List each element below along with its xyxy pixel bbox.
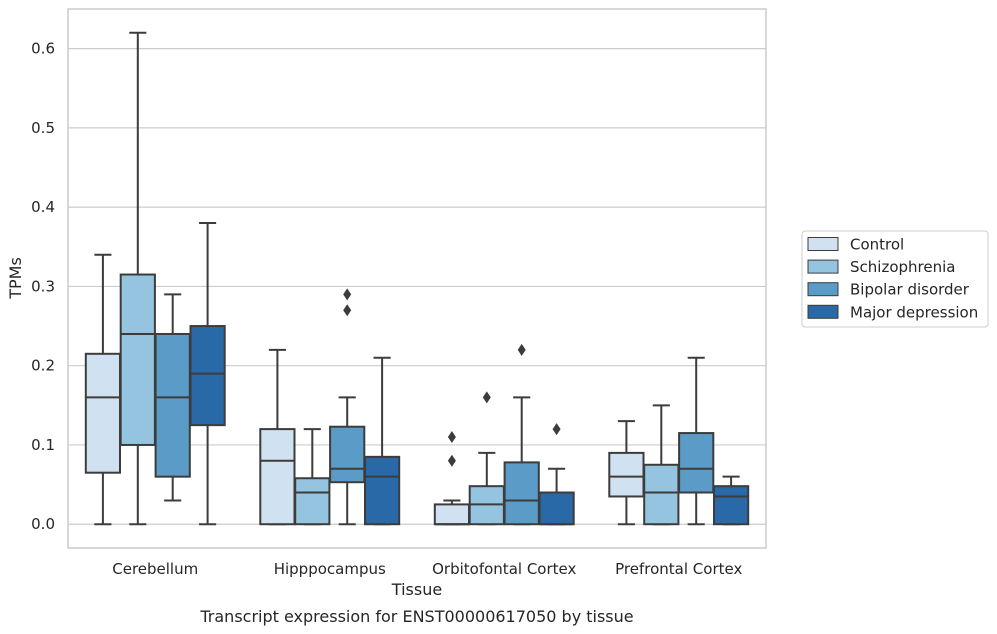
boxes <box>84 31 750 526</box>
iqr-box <box>294 477 331 526</box>
iqr-box <box>329 425 366 484</box>
outlier-point <box>517 343 526 356</box>
plot-frame <box>67 8 767 549</box>
x-tick-label: Orbitofontal Cortex <box>432 560 576 578</box>
outlier-point <box>447 431 456 444</box>
box-bipolar-disorder <box>678 356 715 526</box>
y-tick-label: 0.5 <box>31 119 55 137</box>
iqr-box <box>678 432 715 494</box>
box-bipolar-disorder <box>503 343 540 526</box>
x-tick-label: Hipppocampus <box>274 560 386 578</box>
x-tick-labels: Cerebellum Hipppocampus Orbitofontal Corte… <box>112 560 742 578</box>
iqr-box <box>259 428 296 526</box>
legend-swatch <box>807 259 839 274</box>
iqr-box <box>189 325 226 427</box>
iqr-box <box>84 352 122 474</box>
y-tick-label: 0.4 <box>31 198 55 216</box>
x-tick-label: Prefrontal Cortex <box>615 560 742 578</box>
y-tick-label: 0.6 <box>31 40 55 58</box>
box-schizophrenia <box>643 404 680 526</box>
outlier-point <box>482 391 491 404</box>
chart-caption: Transcript expression for ENST0000061705… <box>199 607 633 626</box>
iqr-box <box>538 491 575 526</box>
outlier-point <box>343 304 352 317</box>
outlier-point <box>447 454 456 467</box>
legend-label: Schizophrenia <box>850 258 955 276</box>
legend-label: Major depression <box>850 303 978 321</box>
iqr-box <box>433 503 471 526</box>
y-axis-title: TPMs <box>6 257 25 300</box>
legend: Control Schizophrenia Bipolar disorder Majo… <box>801 230 989 328</box>
box-control <box>433 431 471 526</box>
iqr-box <box>608 451 645 498</box>
y-tick-labels: 0.0 0.1 0.2 0.3 0.4 0.5 0.6 <box>31 40 55 534</box>
y-tick-label: 0.0 <box>31 515 55 533</box>
iqr-box <box>503 461 540 526</box>
box-schizophrenia <box>468 391 505 526</box>
y-tick-label: 0.1 <box>31 436 55 454</box>
iqr-box <box>712 485 750 526</box>
box-control <box>608 420 645 526</box>
legend-swatch <box>807 304 839 319</box>
box-major-depression <box>538 423 575 526</box>
box-major-depression <box>189 222 226 526</box>
legend-swatch <box>807 282 839 297</box>
legend-label: Bipolar disorder <box>850 281 970 299</box>
y-tick-label: 0.2 <box>31 357 55 375</box>
box-control <box>259 348 296 526</box>
outlier-point <box>343 288 352 301</box>
iqr-box <box>119 273 156 446</box>
box-bipolar-disorder <box>154 293 191 502</box>
legend-label: Control <box>850 236 904 254</box>
iqr-box <box>154 332 191 478</box>
box-major-depression <box>712 475 750 526</box>
box-schizophrenia <box>294 428 331 526</box>
iqr-box <box>643 463 680 526</box>
iqr-box <box>363 455 401 526</box>
x-axis-title: Tissue <box>391 580 442 599</box>
box-bipolar-disorder <box>329 288 366 526</box>
legend-swatch <box>807 237 839 251</box>
x-tick-label: Cerebellum <box>112 560 198 578</box>
legend-frame <box>801 230 989 328</box>
outlier-point <box>552 423 561 436</box>
box-schizophrenia <box>119 31 156 526</box>
y-tick-label: 0.3 <box>31 277 55 295</box>
box-major-depression <box>363 356 401 526</box>
box-control <box>84 253 122 526</box>
